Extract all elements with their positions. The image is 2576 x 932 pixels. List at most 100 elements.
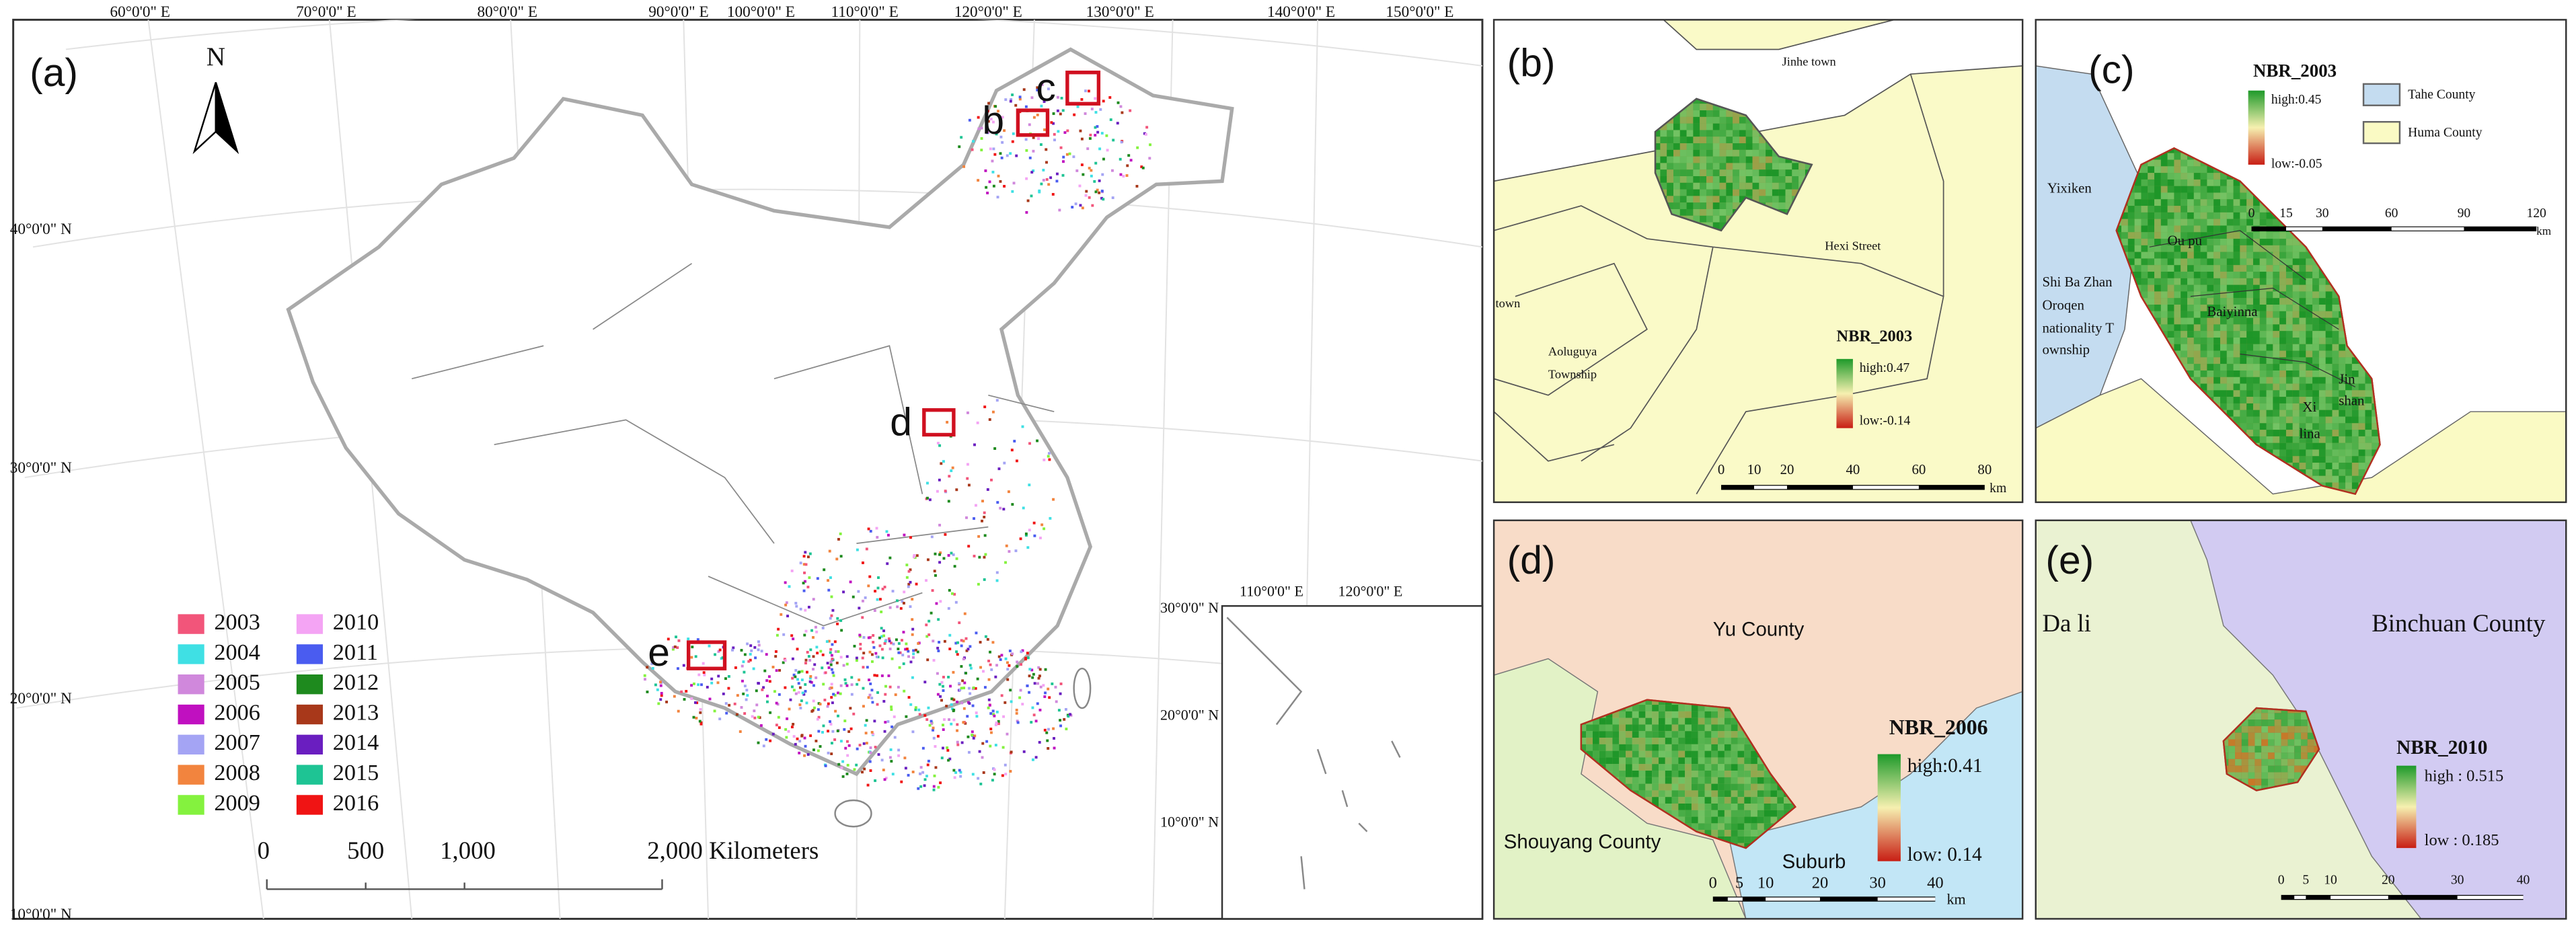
nbr-cell xyxy=(2207,278,2214,285)
nbr-cell xyxy=(2233,383,2240,391)
burn-dot xyxy=(992,147,995,151)
nbr-cell xyxy=(1777,803,1784,810)
nbr-cell xyxy=(2233,278,2240,285)
burn-dot xyxy=(905,648,909,651)
burn-dot xyxy=(934,574,937,577)
nbr-cell xyxy=(2325,436,2333,443)
burn-dot xyxy=(925,623,928,627)
nbr-cell xyxy=(1751,783,1757,791)
nbr-cell xyxy=(1691,803,1698,810)
burn-dot xyxy=(1020,663,1023,666)
burn-dot xyxy=(1011,140,1014,143)
burn-dot xyxy=(868,575,872,578)
burn-dot xyxy=(1013,440,1016,442)
nbr-cell xyxy=(2240,383,2247,391)
nbr-cell xyxy=(2299,463,2306,469)
nbr-cell xyxy=(2246,272,2253,278)
burn-dot xyxy=(755,689,758,693)
burn-dot xyxy=(1005,544,1008,547)
nbr-cell xyxy=(1777,810,1784,817)
nbr-cell xyxy=(2193,199,2201,206)
nbr-cell xyxy=(2372,416,2379,424)
nbr-cell xyxy=(2174,265,2181,272)
nbr-cell xyxy=(1671,705,1679,711)
burn-dot xyxy=(989,712,993,715)
nbr-cell xyxy=(2174,225,2181,233)
burn-dot xyxy=(951,466,954,469)
nbr-cell xyxy=(2187,173,2194,180)
province-borders xyxy=(412,263,1055,627)
nbr-cell xyxy=(2312,456,2319,463)
burn-dot xyxy=(960,687,963,690)
nbr-cell xyxy=(1698,724,1705,732)
nbr-cell xyxy=(1718,810,1725,817)
nbr-cell xyxy=(2285,344,2293,351)
nbr-cell xyxy=(2134,272,2142,278)
burn-dot xyxy=(1093,180,1096,183)
burn-dot xyxy=(821,731,824,734)
nbr-cell xyxy=(2207,383,2214,391)
burn-dot xyxy=(900,780,903,783)
nbr-cell xyxy=(2181,317,2188,325)
burn-dot xyxy=(1012,182,1016,185)
nbr-cell xyxy=(1739,156,1746,163)
nbr-cell xyxy=(2174,245,2181,252)
nbr-cell xyxy=(1719,137,1727,144)
burn-dot xyxy=(880,627,883,630)
burn-dot xyxy=(724,677,727,681)
nbr-cell xyxy=(2339,442,2346,450)
burn-dot xyxy=(809,674,812,678)
nbr-cell xyxy=(2285,416,2293,424)
burn-dot xyxy=(959,771,962,774)
burn-dot xyxy=(687,637,690,641)
nbr-cell xyxy=(2213,192,2220,200)
burn-dot xyxy=(964,672,967,675)
nbr-cell xyxy=(2213,265,2220,272)
nbr-cell xyxy=(2266,324,2273,332)
nbr-cell xyxy=(2160,225,2168,233)
burn-dot xyxy=(950,703,953,706)
burn-dot xyxy=(994,723,997,726)
nbr-cell xyxy=(2200,258,2207,266)
burn-dot xyxy=(801,691,804,695)
nbr-cell xyxy=(2187,357,2194,364)
nbr-cell xyxy=(2213,206,2220,212)
nbr-cell xyxy=(1712,202,1720,209)
nbr-cell xyxy=(2193,265,2201,272)
burn-dot xyxy=(1002,508,1006,511)
burn-dot xyxy=(1006,668,1010,671)
nbr-cell xyxy=(2318,442,2326,450)
burn-dot xyxy=(857,590,860,593)
nbr-cell xyxy=(2167,272,2174,278)
nbr-cell xyxy=(2339,390,2346,397)
burn-dot xyxy=(1088,196,1091,199)
nbr-cell xyxy=(2372,430,2379,436)
burn-dot xyxy=(786,615,790,618)
nbr-cell xyxy=(2252,317,2260,325)
nbr-cell xyxy=(1625,705,1632,711)
nbr-cell xyxy=(2332,390,2339,397)
burn-dot xyxy=(1048,458,1051,461)
nbr-cell xyxy=(2312,291,2319,299)
burn-dot xyxy=(870,689,874,692)
nbr-cell xyxy=(1711,777,1718,784)
panel-a xyxy=(12,18,1484,920)
nbr-cell xyxy=(1667,182,1674,190)
nbr-cell xyxy=(1691,764,1698,771)
burn-dot xyxy=(742,692,745,695)
nbr-cell xyxy=(2174,166,2181,173)
nbr-cell xyxy=(1671,744,1679,751)
burn-dot xyxy=(1038,674,1041,678)
nbr-cell xyxy=(2127,239,2135,245)
nbr-cell xyxy=(2181,212,2188,219)
nbr-cell xyxy=(2292,416,2300,424)
burn-dot xyxy=(824,764,827,767)
burn-dot xyxy=(676,646,679,650)
burn-dot xyxy=(735,713,738,716)
burn-dot xyxy=(1140,165,1143,169)
nbr-cell xyxy=(1711,711,1718,718)
nbr-cell xyxy=(2181,245,2188,252)
nbr-cell xyxy=(2285,410,2293,417)
burn-dot xyxy=(1016,660,1019,664)
nbr-cell xyxy=(2292,324,2300,332)
